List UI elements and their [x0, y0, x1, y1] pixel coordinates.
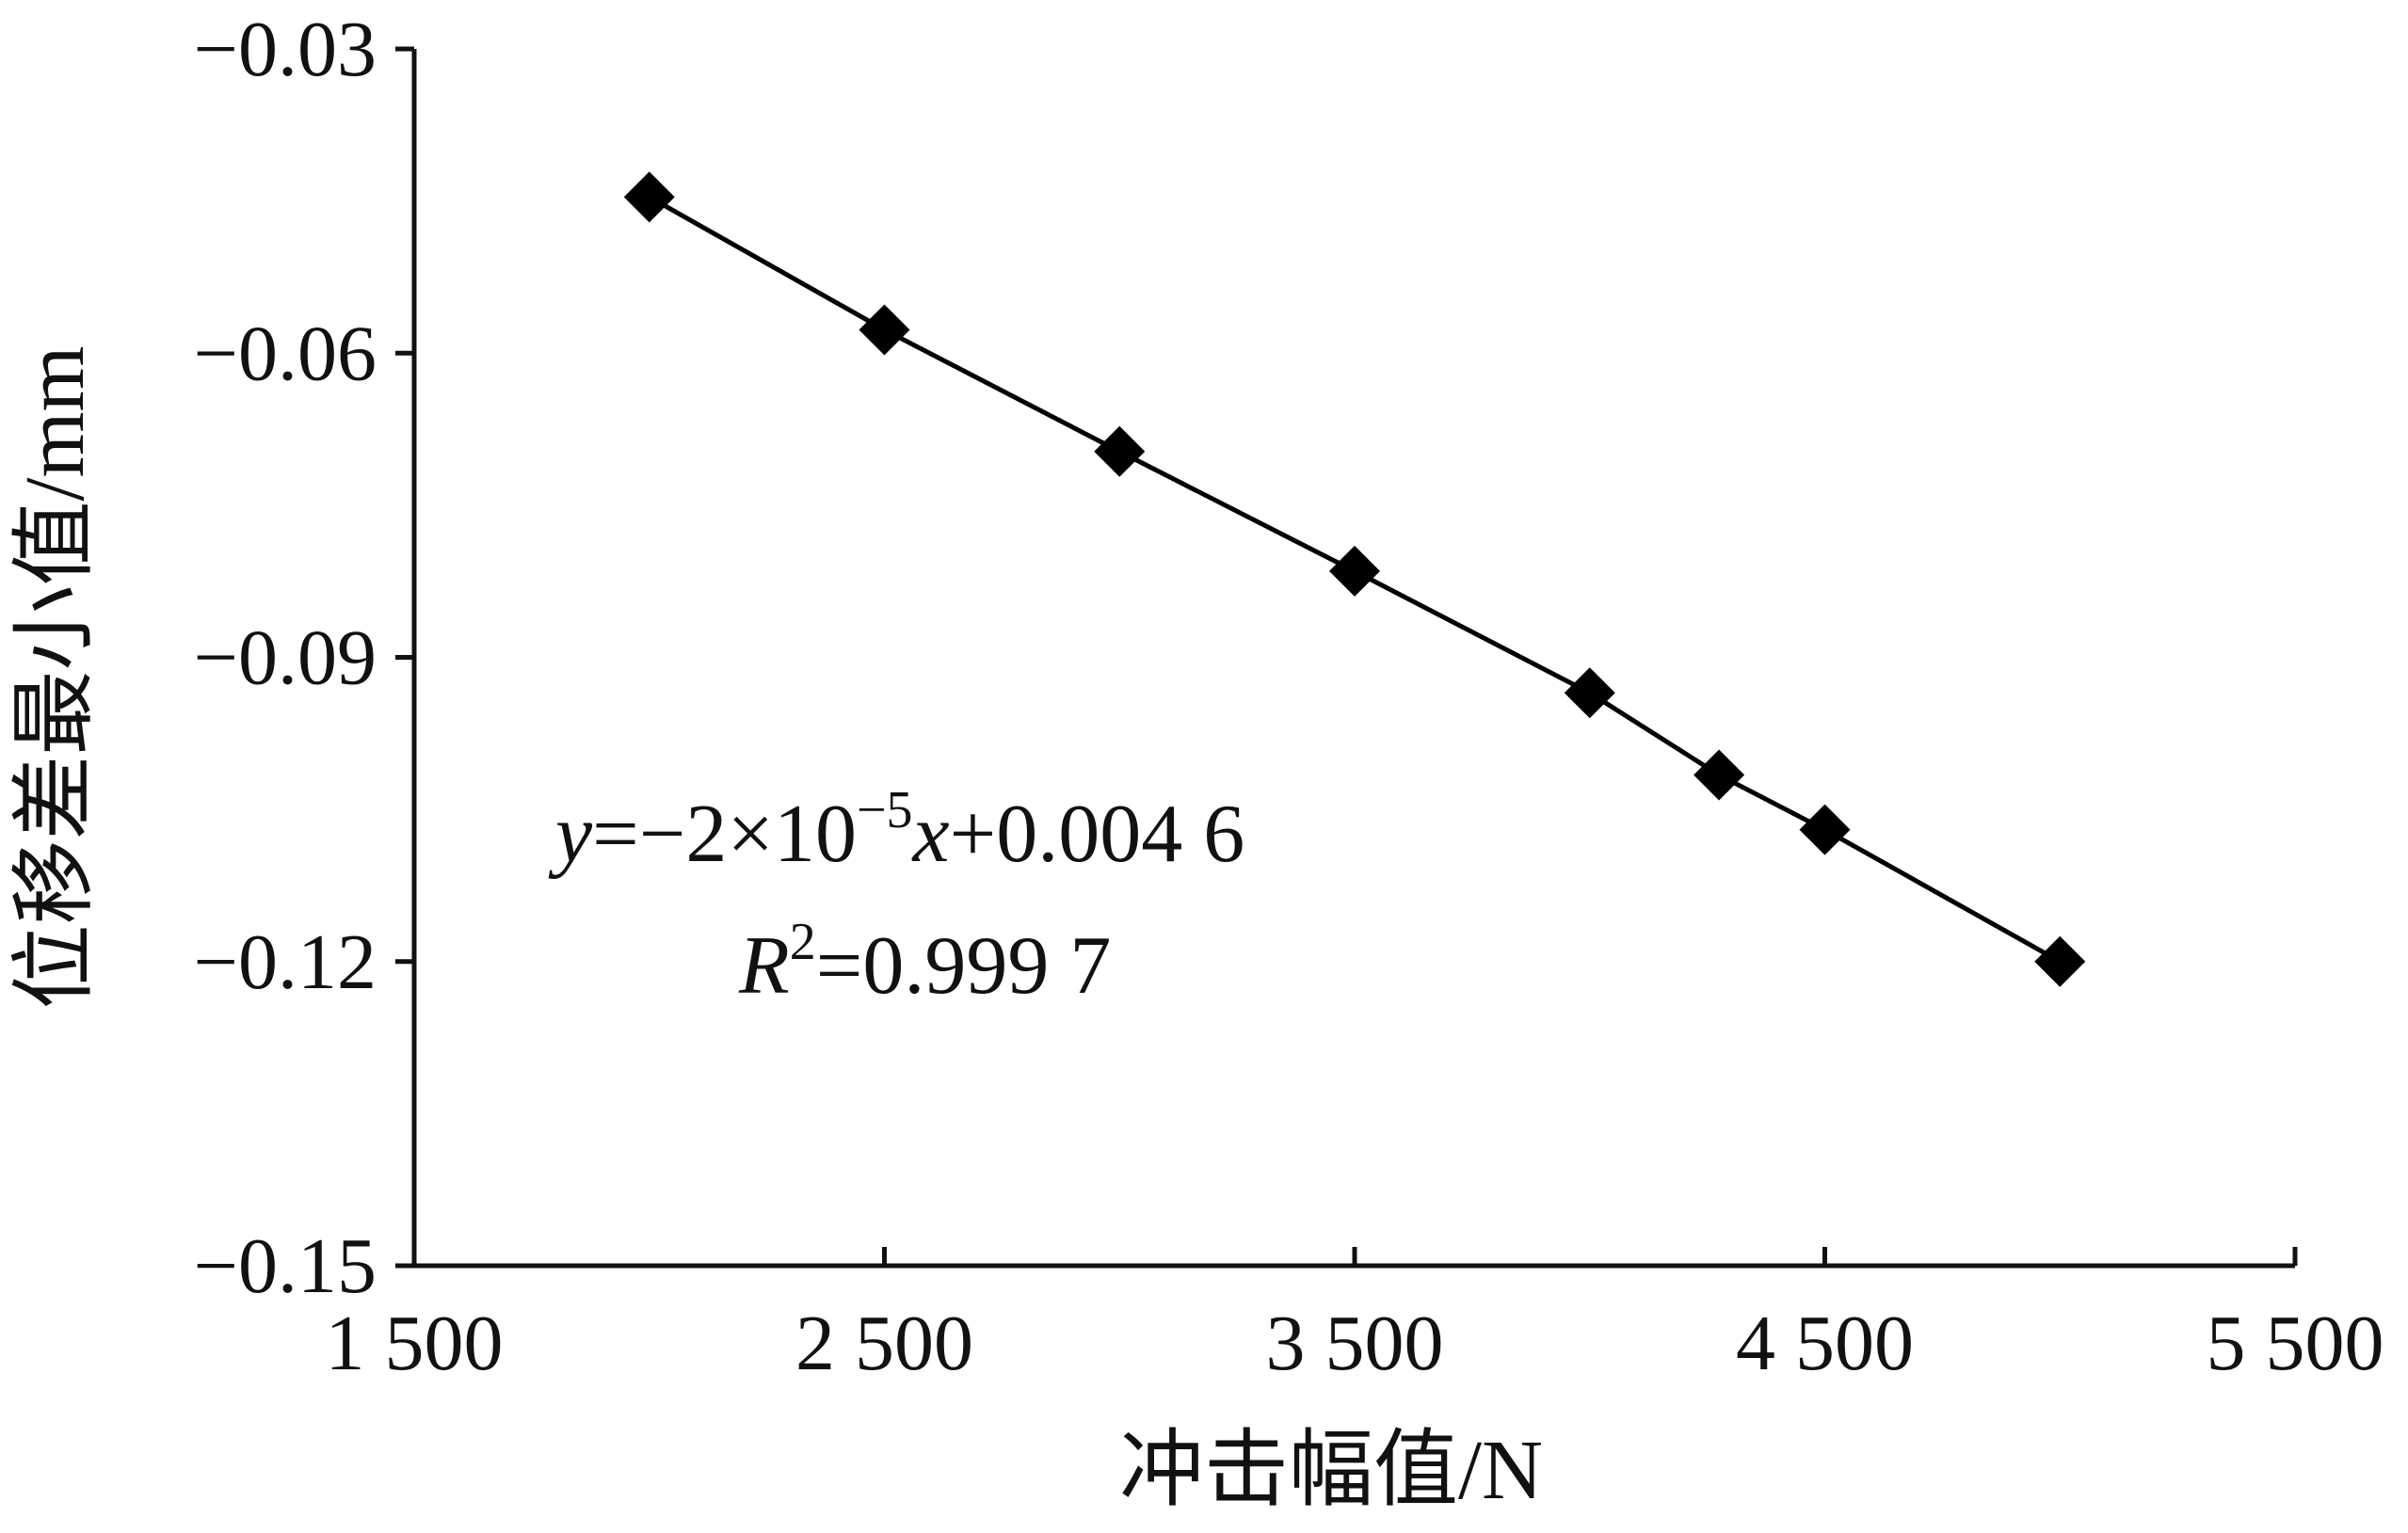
- series-line: [648, 195, 2062, 964]
- r-squared-exponent: 2: [790, 913, 816, 971]
- y-axis-label: 位移差最小值/mm: [8, 345, 102, 1009]
- equation-part-2: +0.004 6: [950, 789, 1245, 880]
- y-tick-label: −0.15: [194, 1222, 377, 1310]
- data-point: [1094, 425, 1146, 477]
- equation-y-variable: y: [548, 789, 593, 880]
- y-tick-label: −0.03: [194, 6, 377, 93]
- data-point: [859, 304, 910, 356]
- equation-x-variable: x: [911, 789, 950, 880]
- x-axis-label: 冲击幅值/N: [1119, 1424, 1543, 1517]
- y-tick-label: −0.12: [194, 918, 377, 1006]
- r-squared: R2=0.999 7: [738, 913, 1111, 1012]
- series: [623, 171, 2086, 987]
- y-ticks: −0.03 −0.06 −0.09 −0.12 −0.15: [194, 6, 414, 1310]
- y-tick-label: −0.06: [194, 310, 377, 397]
- data-point: [1799, 804, 1851, 855]
- equation-exponent: −5: [857, 781, 913, 839]
- x-tick-label: 3 500: [1266, 1300, 1444, 1387]
- x-tick-label: 4 500: [1736, 1300, 1914, 1387]
- data-point: [1329, 545, 1380, 597]
- data-point: [1564, 667, 1615, 719]
- x-tick-label: 2 500: [795, 1300, 973, 1387]
- x-ticks: 1 500 2 500 3 500 4 500 5 500: [326, 1247, 2384, 1387]
- x-tick-label: 5 500: [2207, 1300, 2384, 1387]
- regression-equation: y=−2×10−5x+0.004 6: [548, 781, 1244, 880]
- r-squared-variable: R: [738, 920, 790, 1012]
- y-tick-label: −0.09: [194, 615, 377, 702]
- axes: [411, 49, 2295, 1269]
- data-point: [2034, 935, 2086, 987]
- x-tick-label: 1 500: [326, 1300, 504, 1387]
- data-point: [623, 171, 675, 223]
- equation-part-1: =−2×10: [592, 789, 857, 880]
- data-point: [1694, 749, 1745, 801]
- r-squared-value: =0.999 7: [816, 920, 1112, 1012]
